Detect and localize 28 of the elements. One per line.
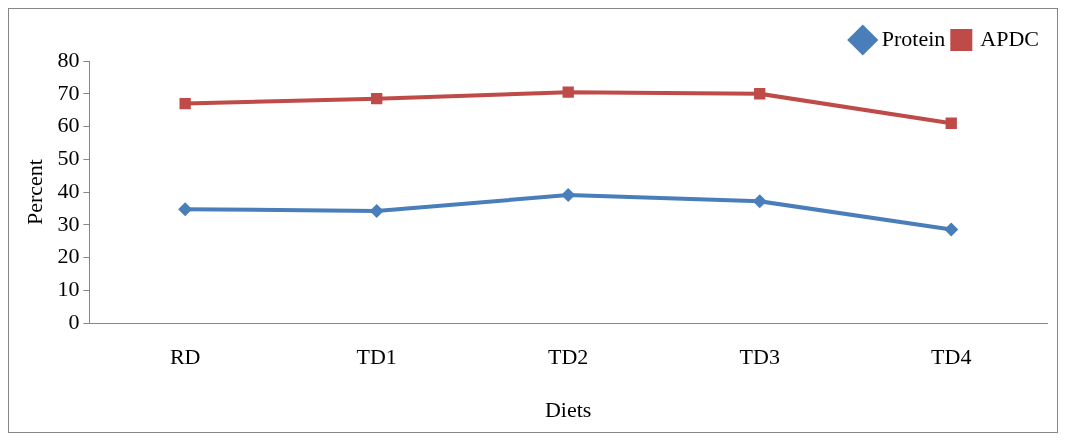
x-tick-label: TD1 (356, 344, 397, 370)
y-tick-label: 70 (57, 79, 80, 105)
point (945, 117, 957, 129)
y-tick-label: 10 (57, 276, 80, 302)
y-tick-label: 30 (57, 210, 80, 236)
point (944, 222, 959, 237)
x-tick-label: TD4 (931, 344, 972, 370)
y-tick-label: 60 (57, 112, 80, 138)
point (179, 97, 191, 110)
y-axis-title: Percent (21, 159, 47, 226)
point (371, 93, 383, 105)
y-tick-label: 0 (68, 308, 80, 334)
point (561, 188, 576, 203)
x-axis-title: Diets (544, 396, 592, 422)
point (369, 204, 384, 219)
y-tick-label: 40 (57, 177, 80, 203)
point (752, 194, 767, 209)
y-tick-label: 80 (57, 46, 80, 72)
point (754, 88, 766, 100)
point (178, 202, 193, 217)
legend-label: Protein (881, 25, 946, 51)
x-tick-label: TD2 (548, 344, 589, 370)
legend-label: APDC (980, 25, 1039, 51)
x-tick-label: TD3 (739, 344, 780, 370)
x-tick-label: RD (169, 344, 201, 370)
point (562, 86, 574, 98)
y-tick-label: 20 (57, 243, 80, 269)
y-tick-label: 50 (57, 145, 80, 171)
